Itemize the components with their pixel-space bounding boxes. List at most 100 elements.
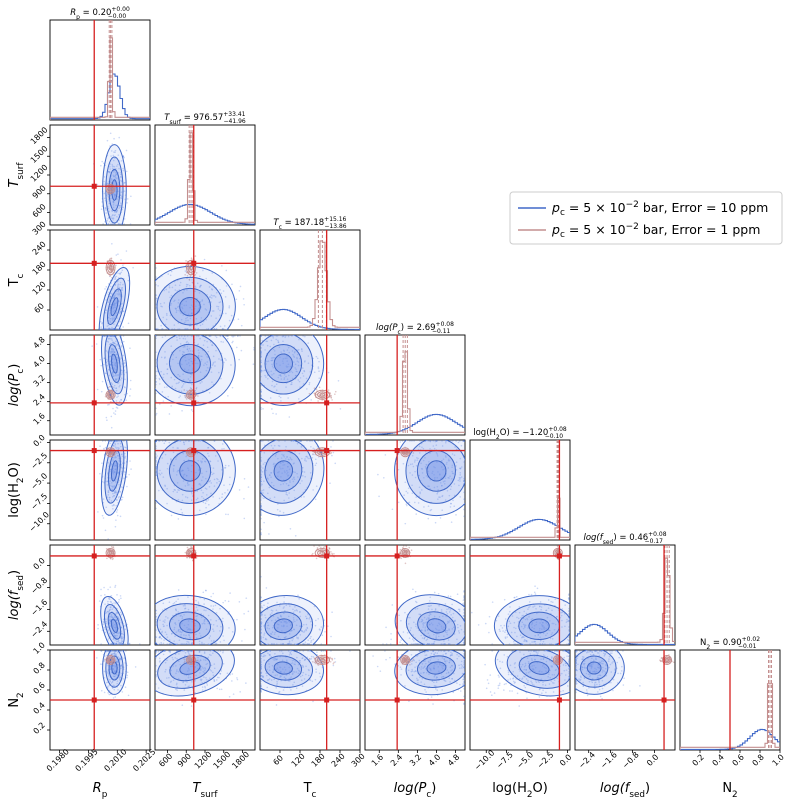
scatter-point <box>118 286 121 289</box>
scatter-point <box>121 470 123 473</box>
scatter-point <box>422 626 424 628</box>
scatter-point <box>303 471 306 473</box>
scatter-point <box>301 643 304 645</box>
y-tick-label: 0.0 <box>32 556 47 571</box>
scatter-point <box>111 616 113 619</box>
scatter-point <box>113 137 115 140</box>
scatter-point <box>202 476 204 478</box>
scatter-point <box>119 440 121 442</box>
scatter-point <box>524 618 527 621</box>
scatter-point <box>539 643 541 645</box>
scatter-point <box>155 283 157 286</box>
scatter-point <box>121 302 123 305</box>
scatter-point <box>185 455 187 458</box>
scatter-point <box>119 295 122 297</box>
scatter-point <box>260 505 262 507</box>
scatter-point <box>260 390 262 393</box>
scatter-point-narrow <box>109 275 111 277</box>
scatter-point <box>446 633 449 636</box>
scatter-point <box>107 328 109 330</box>
scatter-point <box>299 357 301 360</box>
scatter-point <box>107 602 109 605</box>
scatter-point <box>225 312 227 315</box>
scatter-point <box>428 605 431 607</box>
scatter-point <box>447 458 450 461</box>
scatter-point <box>177 447 179 449</box>
scatter-point <box>541 625 543 627</box>
scatter-point <box>539 601 542 603</box>
scatter-point <box>286 456 289 458</box>
scatter-point <box>112 297 114 300</box>
scatter-point <box>292 471 295 473</box>
scatter-point <box>115 602 117 605</box>
scatter-point <box>200 479 203 482</box>
scatter-point <box>438 616 441 618</box>
scatter-point <box>112 310 115 313</box>
scatter-point <box>183 624 186 627</box>
scatter-point <box>219 335 221 337</box>
scatter-point <box>191 478 193 480</box>
scatter-point <box>186 363 188 366</box>
scatter-point <box>104 207 107 209</box>
scatter-point <box>447 607 450 610</box>
scatter-point <box>448 629 450 631</box>
scatter-point <box>101 462 103 465</box>
contour-narrow <box>314 547 331 558</box>
scatter-point <box>155 618 157 621</box>
scatter-point <box>155 307 157 309</box>
scatter-point <box>287 462 289 465</box>
contour-broad <box>108 344 121 383</box>
scatter-point <box>111 335 113 337</box>
scatter-point <box>185 319 187 322</box>
scatter-point <box>504 629 507 632</box>
scatter-point <box>539 605 541 608</box>
scatter-point <box>278 445 281 447</box>
scatter-point <box>511 615 514 617</box>
scatter-point <box>433 633 435 636</box>
scatter-point <box>299 377 302 379</box>
scatter-point <box>313 605 316 608</box>
scatter-point <box>525 639 528 642</box>
scatter-point <box>160 356 163 359</box>
scatter-point <box>534 634 536 637</box>
scatter-point <box>272 348 275 351</box>
scatter-point <box>243 517 246 520</box>
scatter-point <box>327 625 329 627</box>
scatter-point <box>568 643 570 645</box>
scatter-point <box>112 154 115 157</box>
scatter-point <box>280 615 283 618</box>
scatter-point <box>289 643 291 645</box>
scatter-point <box>377 473 379 476</box>
scatter-point <box>513 640 515 643</box>
scatter-point <box>181 643 183 645</box>
scatter-point <box>260 511 262 514</box>
scatter-point <box>284 610 286 612</box>
y-tick-label: 1500 <box>29 144 50 165</box>
scatter-point <box>459 477 462 479</box>
scatter-point <box>201 622 204 625</box>
scatter-point <box>118 223 121 225</box>
scatter-point <box>518 606 521 608</box>
scatter-point <box>118 400 121 403</box>
scatter-point <box>459 471 462 474</box>
scatter-point <box>201 300 203 302</box>
scatter-point <box>426 643 429 645</box>
scatter-point <box>440 609 443 611</box>
scatter-point <box>522 614 525 617</box>
scatter-point <box>155 619 157 621</box>
scatter-point <box>108 374 111 377</box>
scatter-point <box>526 640 528 643</box>
scatter-point <box>294 374 297 377</box>
scatter-point <box>457 608 460 611</box>
scatter-point-narrow <box>109 385 111 388</box>
scatter-point <box>177 302 180 304</box>
scatter-point <box>113 351 115 353</box>
scatter-point <box>201 323 204 325</box>
scatter-point <box>286 349 289 351</box>
scatter-point <box>286 475 289 477</box>
scatter-point <box>203 609 205 611</box>
scatter-point <box>214 604 217 607</box>
scatter-point <box>113 471 116 474</box>
scatter-point <box>115 301 118 303</box>
scatter-point <box>296 472 298 475</box>
